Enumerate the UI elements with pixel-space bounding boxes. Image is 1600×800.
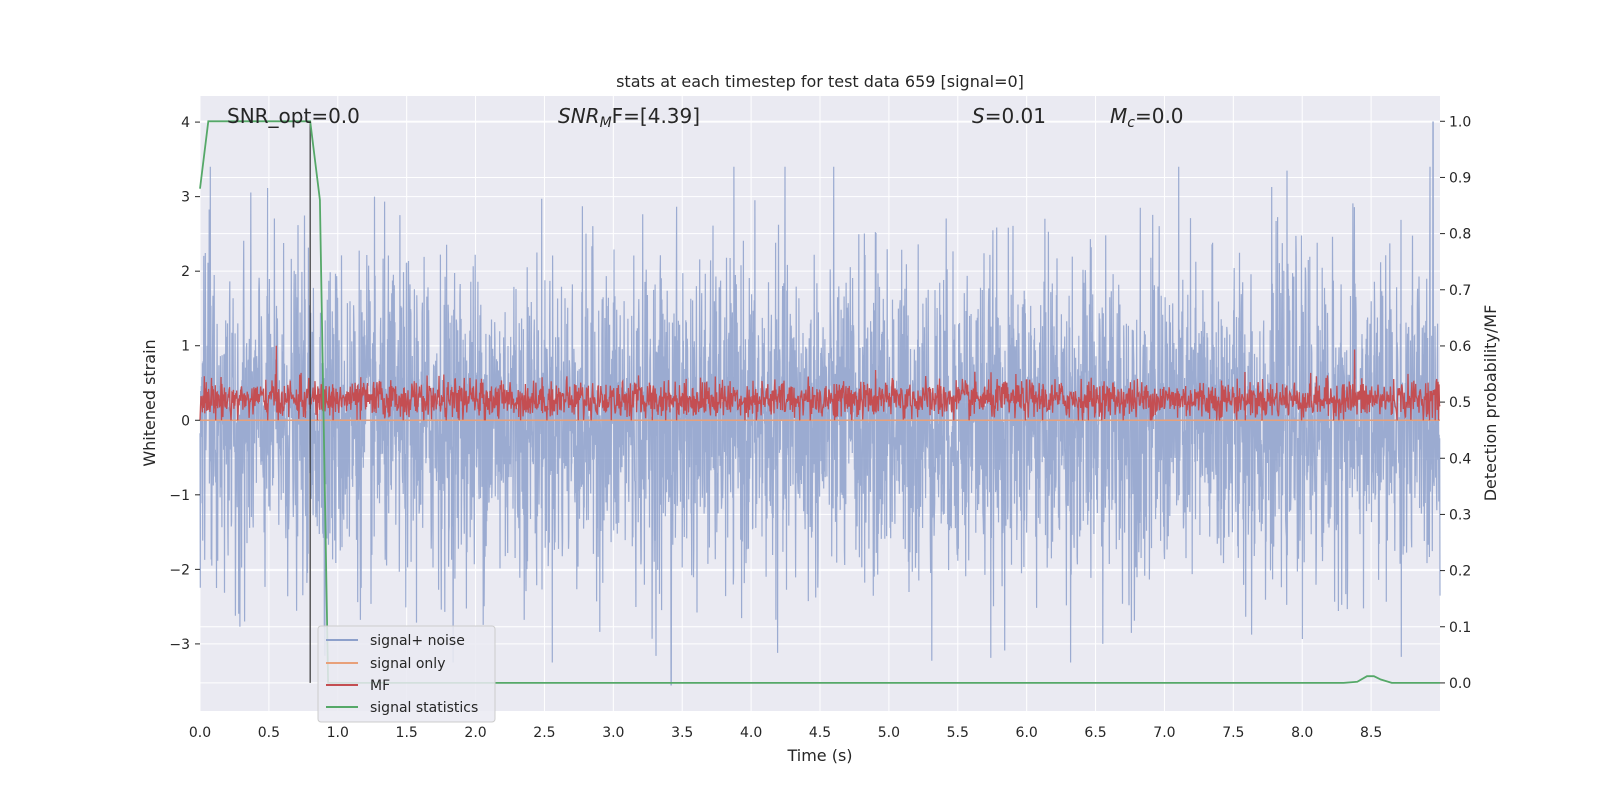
- y-tick-label: −2: [169, 562, 190, 578]
- x-tick-label: 2.0: [464, 725, 486, 741]
- annotations: SNR_opt=0.0 SNRMF=[4.39] S=0.01 Mc=0.0: [227, 104, 1184, 131]
- legend-label-mf: MF: [370, 678, 390, 694]
- x-tick-label: 8.5: [1360, 725, 1382, 741]
- x-tick-label: 2.5: [533, 725, 555, 741]
- x-tick-label: 0.5: [258, 725, 280, 741]
- x-tick-label: 7.0: [1153, 725, 1175, 741]
- x-tick-label: 0.0: [189, 725, 211, 741]
- x-tick-label: 4.0: [740, 725, 762, 741]
- y-tick-label: 1: [181, 339, 190, 355]
- y2-tick-label: 0.0: [1449, 676, 1471, 692]
- x-tick-label: 8.0: [1291, 725, 1313, 741]
- y2-tick-label: 0.7: [1449, 283, 1471, 299]
- y-tick-label: 3: [181, 190, 190, 206]
- annotation-s-value: =0.01: [985, 104, 1046, 128]
- x-axis-label: Time (s): [786, 746, 852, 765]
- x-tick-label: 7.5: [1222, 725, 1244, 741]
- plot-area: [199, 120, 1441, 686]
- x-tick-label: 3.5: [671, 725, 693, 741]
- y2-tick-label: 0.8: [1449, 227, 1471, 243]
- annotation-mc: Mc=0.0: [1110, 104, 1184, 131]
- y2-tick-label: 1.0: [1449, 114, 1471, 130]
- series-mf: [199, 345, 1441, 421]
- annotation-s-symbol: S: [972, 104, 985, 128]
- legend: signal+ noise signal only MF signal stat…: [317, 625, 496, 723]
- y2-tick-label: 0.3: [1449, 507, 1471, 523]
- y2-tick-label: 0.5: [1449, 395, 1471, 411]
- x-tick-label: 5.5: [947, 725, 969, 741]
- y-tick-label: −1: [169, 488, 190, 504]
- y2-axis-label: Detection probability/MF: [1481, 305, 1500, 502]
- y2-tick-label: 0.6: [1449, 339, 1471, 355]
- y2-axis-ticks: 0.0 0.1 0.2 0.3 0.4 0.5 0.6 0.7 0.8 0.9 1.0: [1440, 114, 1471, 692]
- x-tick-label: 3.0: [602, 725, 624, 741]
- y-tick-label: 0: [181, 413, 190, 429]
- annotation-mc-base: M: [1110, 104, 1127, 128]
- annotation-snr-mf-base: SNR: [558, 104, 600, 128]
- legend-label-signal-only: signal only: [370, 656, 445, 672]
- x-tick-label: 1.0: [327, 725, 349, 741]
- legend-label-signal-noise: signal+ noise: [370, 633, 465, 649]
- y2-tick-label: 0.2: [1449, 564, 1471, 580]
- chart-title: stats at each timestep for test data 659…: [616, 72, 1024, 91]
- annotation-snr-opt: SNR_opt=0.0: [227, 104, 360, 128]
- annotation-s: S=0.01: [972, 104, 1046, 128]
- x-tick-label: 5.0: [878, 725, 900, 741]
- y2-tick-label: 0.1: [1449, 620, 1471, 636]
- annotation-mc-sub: c: [1127, 115, 1135, 131]
- x-axis-ticks: 0.0 0.5 1.0 1.5 2.0 2.5 3.0 3.5 4.0 4.5 5.0 5.5 6.0 6…: [189, 725, 1382, 741]
- x-tick-label: 6.5: [1084, 725, 1106, 741]
- legend-box: [317, 625, 496, 723]
- annotation-snr-mf-rest: F=[4.39]: [612, 104, 700, 128]
- y-axis-label: Whitened strain: [140, 339, 159, 466]
- y-tick-label: 4: [181, 115, 190, 131]
- x-tick-label: 1.5: [396, 725, 418, 741]
- x-tick-label: 4.5: [809, 725, 831, 741]
- y-axis-ticks: −3 −2 −1 0 1 2 3 4: [169, 115, 200, 653]
- annotation-snr-mf-sub: M: [600, 115, 612, 131]
- series-signal-statistics: [199, 120, 1440, 684]
- annotation-mc-value: =0.0: [1135, 104, 1184, 128]
- legend-label-signal-statistics: signal statistics: [370, 700, 478, 716]
- y2-tick-label: 0.4: [1449, 451, 1471, 467]
- y2-tick-label: 0.9: [1449, 170, 1471, 186]
- y-tick-label: 2: [181, 264, 190, 280]
- x-tick-label: 6.0: [1016, 725, 1038, 741]
- annotation-snr-mf: SNRMF=[4.39]: [558, 104, 700, 131]
- y-tick-label: −3: [169, 637, 190, 653]
